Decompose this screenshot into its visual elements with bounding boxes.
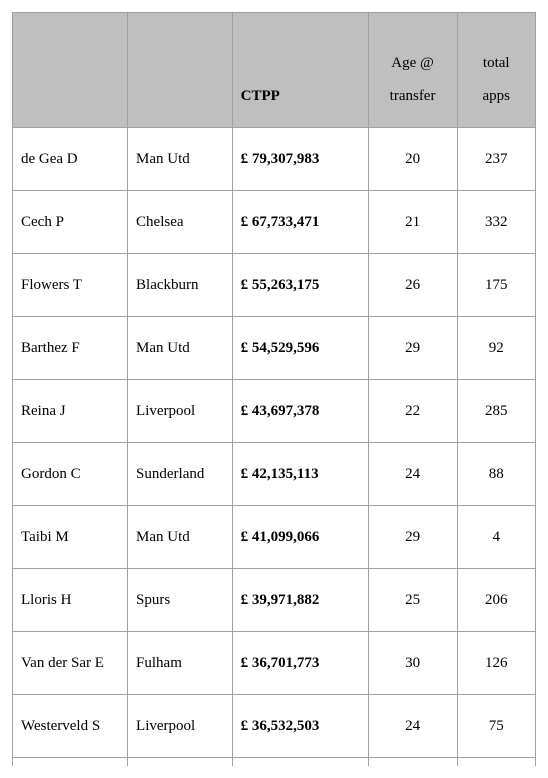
cell-name: Gordon C [13, 443, 128, 506]
cell-club: Man Utd [128, 506, 233, 569]
cell-club: Liverpool [128, 695, 233, 758]
transfers-table: CTPP Age @transfer totalapps de Gea DMan… [12, 12, 536, 766]
table-row: de Gea DMan Utd£ 79,307,98320237 [13, 128, 536, 191]
cell-age: 25 [368, 569, 457, 632]
table-body: de Gea DMan Utd£ 79,307,98320237Cech PCh… [13, 128, 536, 767]
cell-club: Man Utd [128, 317, 233, 380]
cell-age: 21 [368, 191, 457, 254]
table-row: Gordon CSunderland£ 42,135,1132488 [13, 443, 536, 506]
cell-age: 20 [368, 128, 457, 191]
cell-name: Cech P [13, 191, 128, 254]
table-row: Lloris HSpurs£ 39,971,88225206 [13, 569, 536, 632]
cell-age: 29 [368, 506, 457, 569]
cell-name: Flowers T [13, 254, 128, 317]
col-header-apps: totalapps [457, 13, 535, 128]
cell-ctpp: £ 42,135,113 [232, 443, 368, 506]
cell-apps: 175 [457, 254, 535, 317]
cell-ctpp: £ 39,971,882 [232, 569, 368, 632]
cell-ctpp: £ 43,697,378 [232, 380, 368, 443]
col-header-ctpp: CTPP [232, 13, 368, 128]
cell-club: Blackburn [128, 254, 233, 317]
table-row: Reina JLiverpool£ 43,697,37822285 [13, 380, 536, 443]
cell-apps: 88 [457, 443, 535, 506]
cell-club: Sunderland [128, 443, 233, 506]
cell-apps: 92 [457, 317, 535, 380]
cell-name: Westerveld S [13, 695, 128, 758]
cell-apps: 75 [457, 695, 535, 758]
cell-name: Barthez F [13, 317, 128, 380]
cell-name: de Gea D [13, 128, 128, 191]
cell-ctpp: £ 36,532,503 [232, 695, 368, 758]
col-header-name [13, 13, 128, 128]
cell-ctpp: £ 79,307,983 [232, 128, 368, 191]
table-row: Barthez FMan Utd£ 54,529,5962992 [13, 317, 536, 380]
cell-club: Chelsea [128, 191, 233, 254]
cell-age: 24 [368, 443, 457, 506]
cell-ctpp: £ 41,099,066 [232, 506, 368, 569]
cell-age: 30 [368, 632, 457, 695]
table-row: Van der Sar EFulham£ 36,701,77330126 [13, 632, 536, 695]
cell-name: Taibi M [13, 506, 128, 569]
cell-ctpp: £ 67,733,471 [232, 191, 368, 254]
cell-name: Reina J [13, 380, 128, 443]
table-row: Cech PChelsea£ 67,733,47121332 [13, 191, 536, 254]
cell-apps: 332 [457, 191, 535, 254]
cell-apps: 285 [457, 380, 535, 443]
cell-name: Van der Sar E [13, 632, 128, 695]
cell-club: Fulham [128, 632, 233, 695]
cell-age: 29 [368, 317, 457, 380]
cell-apps: 126 [457, 632, 535, 695]
cell-apps: 237 [457, 128, 535, 191]
table-row: Westerveld SLiverpool£ 36,532,5032475 [13, 695, 536, 758]
col-header-club [128, 13, 233, 128]
cell-club: Man Utd [128, 128, 233, 191]
cell-age: 24 [368, 695, 457, 758]
table-row [13, 758, 536, 767]
cell-name: Lloris H [13, 569, 128, 632]
table-header: CTPP Age @transfer totalapps [13, 13, 536, 128]
cell-apps: 4 [457, 506, 535, 569]
cell-ctpp: £ 55,263,175 [232, 254, 368, 317]
cell-club: Liverpool [128, 380, 233, 443]
cell-age: 22 [368, 380, 457, 443]
cell-ctpp: £ 54,529,596 [232, 317, 368, 380]
cell-ctpp: £ 36,701,773 [232, 632, 368, 695]
cell-apps: 206 [457, 569, 535, 632]
col-header-age: Age @transfer [368, 13, 457, 128]
table-row: Flowers TBlackburn£ 55,263,17526175 [13, 254, 536, 317]
table-row: Taibi MMan Utd£ 41,099,066294 [13, 506, 536, 569]
cell-age: 26 [368, 254, 457, 317]
cell-club: Spurs [128, 569, 233, 632]
